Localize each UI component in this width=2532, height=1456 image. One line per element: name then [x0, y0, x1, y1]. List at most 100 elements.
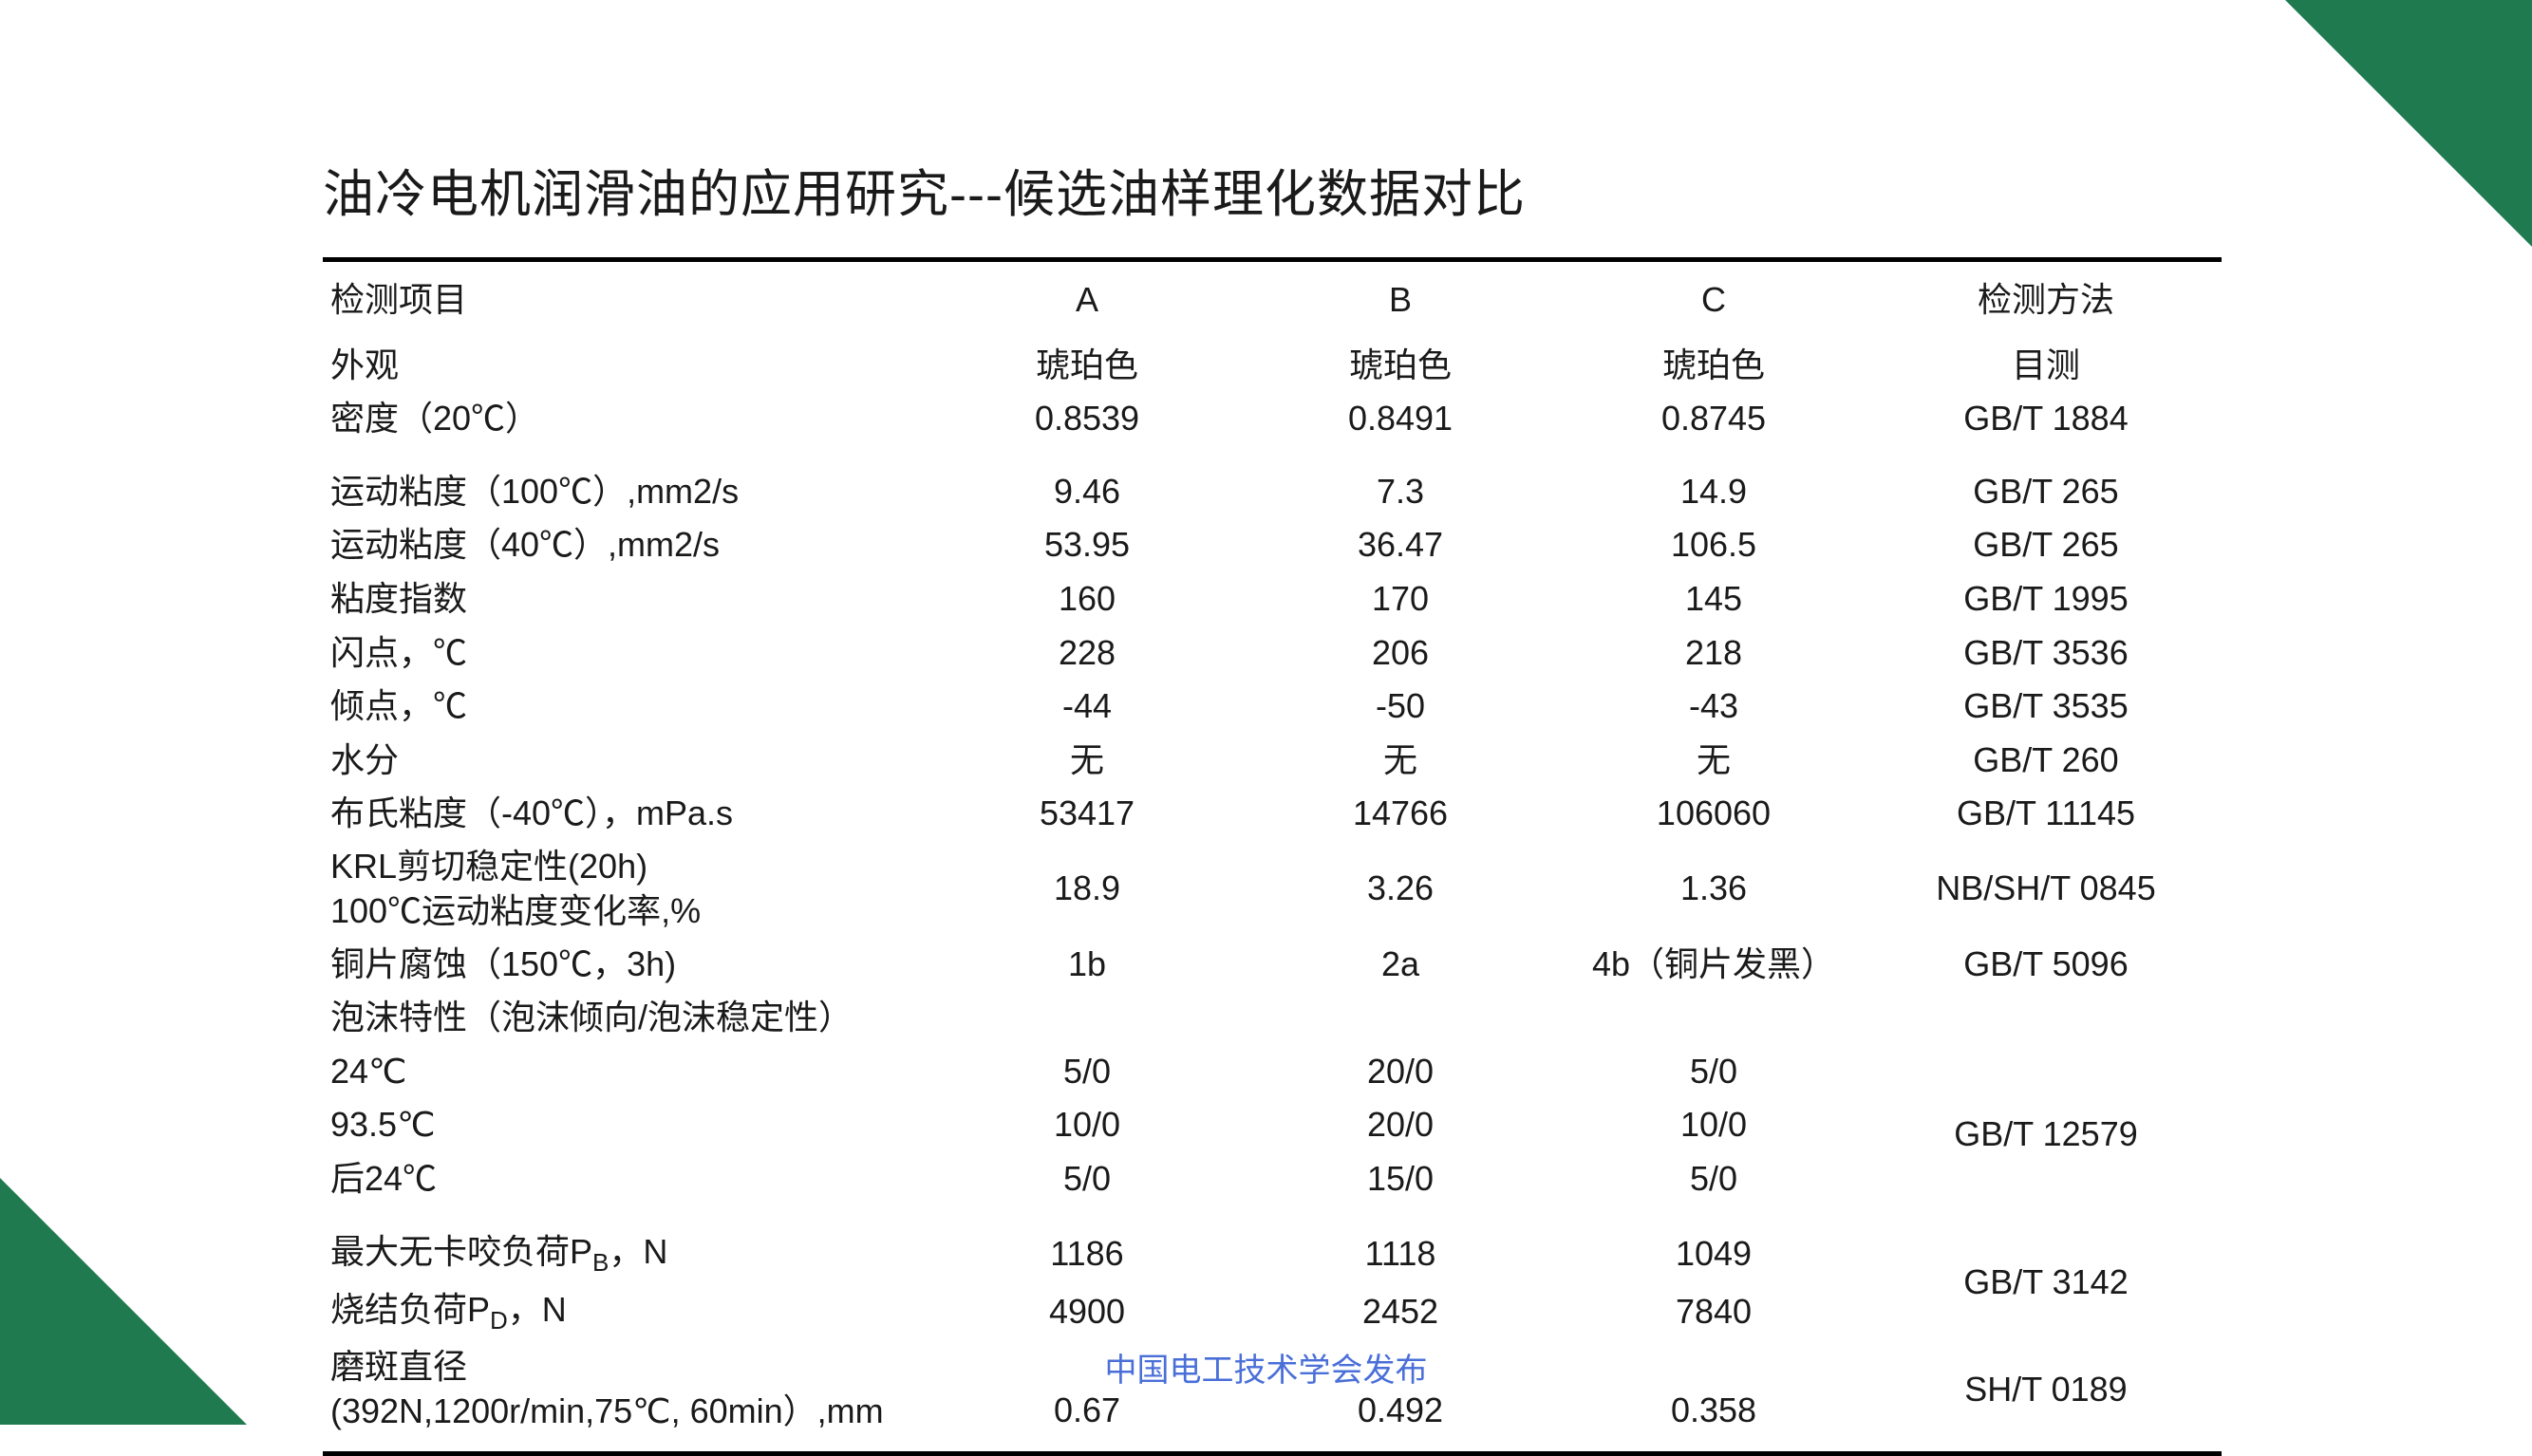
cell-label-post: ，N — [508, 1290, 567, 1329]
cell-label: 93.5℃ — [323, 1098, 930, 1152]
col-header-c: C — [1557, 260, 1870, 339]
cell-value: 160 — [930, 572, 1244, 626]
table-row: 闪点，℃ 228 206 218 GB/T 3536 — [323, 626, 2222, 681]
cell-label-line2: 100℃运动粘度变化率,% — [330, 891, 701, 930]
cell-label: 最大无卡咬负荷PB，N — [323, 1225, 930, 1283]
cell-value: 53.95 — [930, 518, 1244, 572]
cell-value: 5/0 — [1557, 1152, 1870, 1225]
corner-decoration-top-right — [2285, 0, 2532, 247]
cell-label: KRL剪切稳定性(20h) 100℃运动粘度变化率,% — [323, 841, 930, 938]
table-row: 外观 琥珀色 琥珀色 琥珀色 目测 — [323, 339, 2222, 393]
cell-value: 2452 — [1244, 1283, 1557, 1341]
cell-value: 170 — [1244, 572, 1557, 626]
col-header-b: B — [1244, 260, 1557, 339]
cell-value: 1186 — [930, 1225, 1244, 1283]
cell-value: 琥珀色 — [1244, 339, 1557, 393]
cell-value: 4b（铜片发黑） — [1557, 938, 1870, 992]
cell-value: 9.46 — [930, 465, 1244, 519]
table-row: 布氏粘度（-40℃），mPa.s 53417 14766 106060 GB/T… — [323, 787, 2222, 841]
cell-value: 206 — [1244, 626, 1557, 681]
cell-value: -44 — [930, 680, 1244, 734]
cell-value: 10/0 — [930, 1098, 1244, 1152]
cell-label-post: ，N — [609, 1232, 667, 1271]
cell-value: 无 — [930, 734, 1244, 788]
cell-value: 7840 — [1557, 1283, 1870, 1341]
cell-value: 1118 — [1244, 1225, 1557, 1283]
cell-label: 运动粘度（40℃）,mm2/s — [323, 518, 930, 572]
cell-value: 1b — [930, 938, 1244, 992]
cell-value: 1.36 — [1557, 841, 1870, 938]
cell-method: GB/T 260 — [1870, 734, 2222, 788]
cell-value: 0.8539 — [930, 392, 1244, 465]
cell-value: 0.8745 — [1557, 392, 1870, 465]
cell-method: GB/T 3142 — [1870, 1225, 2222, 1342]
cell-method: GB/T 3536 — [1870, 626, 2222, 681]
cell-value: 无 — [1557, 734, 1870, 788]
cell-label: 闪点，℃ — [323, 626, 930, 681]
cell-label: 布氏粘度（-40℃），mPa.s — [323, 787, 930, 841]
cell-label: 铜片腐蚀（150℃，3h) — [323, 938, 930, 992]
cell-value: 218 — [1557, 626, 1870, 681]
cell-value: 145 — [1557, 572, 1870, 626]
cell-value: 106.5 — [1557, 518, 1870, 572]
cell-value: 0.8491 — [1244, 392, 1557, 465]
cell-method: GB/T 1995 — [1870, 572, 2222, 626]
cell-value: 14.9 — [1557, 465, 1870, 519]
cell-label: 后24℃ — [323, 1152, 930, 1225]
cell-label: 外观 — [323, 339, 930, 393]
cell-method — [1870, 991, 2222, 1045]
cell-value: 琥珀色 — [930, 339, 1244, 393]
table-row: 泡沫特性（泡沫倾向/泡沫稳定性） — [323, 991, 2222, 1045]
cell-value: 106060 — [1557, 787, 1870, 841]
slide-title: 油冷电机润滑油的应用研究---候选油样理化数据对比 — [323, 152, 2222, 227]
cell-value: 4900 — [930, 1283, 1244, 1341]
cell-label: 运动粘度（100℃）,mm2/s — [323, 465, 930, 519]
cell-label-sub: D — [490, 1306, 508, 1335]
footer-text: 中国电工技术学会发布 — [0, 1344, 2532, 1391]
cell-label: 泡沫特性（泡沫倾向/泡沫稳定性） — [323, 991, 930, 1045]
cell-value: 228 — [930, 626, 1244, 681]
cell-value: 3.26 — [1244, 841, 1557, 938]
cell-value: 2a — [1244, 938, 1557, 992]
cell-value: 53417 — [930, 787, 1244, 841]
cell-value: 无 — [1244, 734, 1557, 788]
table-row: 24℃ 5/0 20/0 5/0 GB/T 12579 — [323, 1045, 2222, 1099]
cell-method: GB/T 265 — [1870, 518, 2222, 572]
col-header-item: 检测项目 — [323, 260, 930, 339]
table-row: 运动粘度（100℃）,mm2/s 9.46 7.3 14.9 GB/T 265 — [323, 465, 2222, 519]
cell-method: GB/T 1884 — [1870, 392, 2222, 465]
table-row: 最大无卡咬负荷PB，N 1186 1118 1049 GB/T 3142 — [323, 1225, 2222, 1283]
table-row: 密度（20℃） 0.8539 0.8491 0.8745 GB/T 1884 — [323, 392, 2222, 465]
cell-method: GB/T 12579 — [1870, 1045, 2222, 1225]
cell-value: 1049 — [1557, 1225, 1870, 1283]
cell-value — [1557, 991, 1870, 1045]
cell-label-line1: KRL剪切稳定性(20h) — [330, 847, 647, 886]
cell-value — [930, 991, 1244, 1045]
cell-value — [1244, 991, 1557, 1045]
cell-method: GB/T 265 — [1870, 465, 2222, 519]
cell-value: 20/0 — [1244, 1045, 1557, 1099]
cell-value: 5/0 — [930, 1152, 1244, 1225]
cell-label: 粘度指数 — [323, 572, 930, 626]
cell-value: 18.9 — [930, 841, 1244, 938]
cell-value: 15/0 — [1244, 1152, 1557, 1225]
cell-value: 5/0 — [1557, 1045, 1870, 1099]
cell-value: 36.47 — [1244, 518, 1557, 572]
cell-value: 7.3 — [1244, 465, 1557, 519]
cell-label-pre: 最大无卡咬负荷P — [330, 1232, 592, 1271]
cell-label: 烧结负荷PD，N — [323, 1283, 930, 1341]
cell-value: 20/0 — [1244, 1098, 1557, 1152]
cell-label-pre: 烧结负荷P — [330, 1290, 490, 1329]
cell-label-sub: B — [592, 1248, 609, 1277]
slide-content: 油冷电机润滑油的应用研究---候选油样理化数据对比 检测项目 A B C 检测方… — [323, 152, 2222, 1456]
table-row: 粘度指数 160 170 145 GB/T 1995 — [323, 572, 2222, 626]
col-header-a: A — [930, 260, 1244, 339]
table-row: 运动粘度（40℃）,mm2/s 53.95 36.47 106.5 GB/T 2… — [323, 518, 2222, 572]
cell-value: -43 — [1557, 680, 1870, 734]
table-row: 铜片腐蚀（150℃，3h) 1b 2a 4b（铜片发黑） GB/T 5096 — [323, 938, 2222, 992]
cell-value: 10/0 — [1557, 1098, 1870, 1152]
table-header-row: 检测项目 A B C 检测方法 — [323, 260, 2222, 339]
cell-label: 水分 — [323, 734, 930, 788]
cell-method: GB/T 5096 — [1870, 938, 2222, 992]
col-header-method: 检测方法 — [1870, 260, 2222, 339]
